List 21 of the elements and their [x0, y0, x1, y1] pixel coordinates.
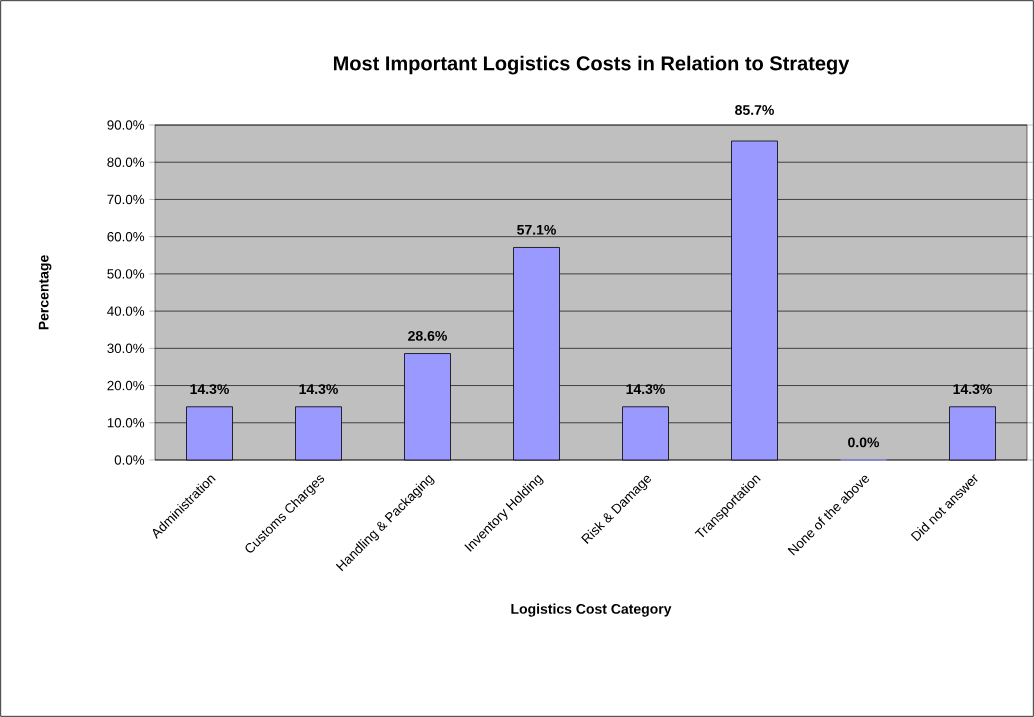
x-axis-title: Logistics Cost Category	[511, 603, 672, 617]
data-label: 28.6%	[408, 330, 447, 341]
data-label: 85.7%	[735, 105, 774, 115]
data-label: 14.3%	[953, 384, 992, 395]
y-tick-label: 0.0%	[114, 455, 145, 465]
y-axis-title: Percentage	[38, 255, 52, 330]
y-tick-label: 60.0%	[107, 231, 145, 242]
y-tick-label: 20.0%	[107, 380, 145, 391]
y-tick-label: 70.0%	[107, 194, 145, 205]
data-label: 14.3%	[190, 384, 229, 395]
chart-title: Most Important Logistics Costs in Relation to Strategy	[333, 55, 850, 75]
data-label: 0.0%	[848, 437, 880, 448]
y-tick-label: 40.0%	[107, 306, 145, 316]
data-label: 57.1%	[517, 224, 556, 235]
y-tick-label: 80.0%	[107, 157, 145, 167]
y-tick-label: 30.0%	[107, 343, 145, 354]
data-label: 14.3%	[626, 384, 665, 395]
data-label: 14.3%	[299, 384, 338, 395]
y-tick-label: 90.0%	[107, 120, 145, 130]
y-tick-label: 50.0%	[107, 269, 145, 279]
y-tick-label: 10.0%	[107, 418, 145, 428]
